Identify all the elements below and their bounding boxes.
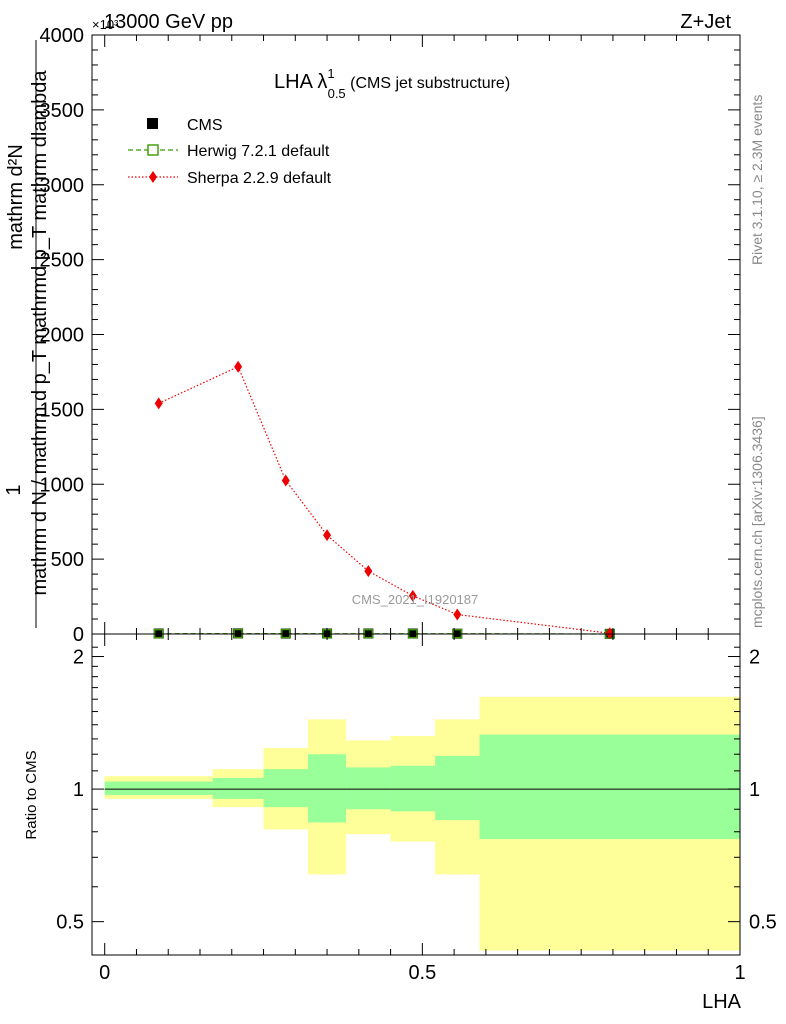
x-tick-label: 1 [734, 962, 745, 984]
ratio-band-inner [104, 781, 213, 795]
plot-title-sub: 0.5 [328, 86, 346, 101]
y-exponent-label: ×10³ [92, 17, 119, 32]
ratio-bands [104, 696, 740, 951]
x-tick-label: 0.5 [408, 962, 436, 984]
x-tick-labels: 0 0.5 1 [99, 962, 745, 984]
legend-cms-label: CMS [187, 117, 223, 134]
main-y-tick-label: 4000 [40, 25, 85, 47]
plot-title: LHA λ1 0.5 (CMS jet substructure) [274, 66, 510, 101]
main-y-tick-label: 1000 [40, 474, 85, 496]
ratio-y-axis-label: Ratio to CMS [23, 750, 40, 839]
main-panel: 0 500 1000 1500 2000 2500 3000 3500 4000 [40, 25, 741, 646]
process-label: 13000 GeV pp [104, 11, 233, 33]
main-y-tick-label: 500 [51, 549, 84, 571]
ratio-y-tick-label: 2 [73, 647, 84, 669]
legend-herwig-label: Herwig 7.2.1 default [187, 143, 330, 160]
ratio-y-tick-label-right: 1 [749, 779, 760, 801]
y-label-prefix: 1 [3, 484, 25, 495]
y-label-denominator: mathrm d N / mathrm d p_T mathrmd p_T ma… [29, 70, 51, 596]
legend-sherpa-marker [149, 171, 157, 183]
cms-data-point [233, 628, 244, 639]
sherpa-point [234, 360, 243, 373]
ratio-panel: 0.5 0.51 12 2 0 0.5 1 [56, 633, 777, 984]
legend-cms-marker [147, 118, 158, 129]
main-y-tick-label: 2500 [40, 250, 85, 272]
ratio-band-inner [435, 755, 480, 821]
sherpa-point [605, 627, 614, 640]
ratio-band-inner [346, 767, 391, 810]
legend-herwig-marker [147, 144, 159, 156]
legend: CMS Herwig 7.2.1 default Sherpa 2.2.9 de… [128, 117, 332, 187]
ratio-band-inner [263, 769, 308, 808]
main-y-axis-label: 1 mathrm d²N mathrm d N / mathrm d p_T m… [3, 40, 51, 628]
ratio-band-inner [308, 754, 347, 823]
ratio-frame [91, 633, 741, 956]
ratio-y-tick-label-right: 2 [749, 647, 760, 669]
sherpa-point [281, 474, 290, 487]
y-label-numerator: mathrm d²N [5, 144, 27, 250]
main-y-tick-label: 0 [73, 624, 84, 646]
ratio-axis-ticks [92, 634, 741, 955]
ratio-y-tick-labels: 0.5 0.5 1 1 2 2 [56, 647, 777, 934]
main-axis-ticks [92, 34, 741, 635]
mcplots-label: mcplots.cern.ch [arXiv:1306.3436] [749, 416, 765, 628]
ratio-band-inner [479, 734, 740, 840]
ratio-y-tick-label: 1 [73, 779, 84, 801]
rivet-label: Rivet 3.1.10, ≥ 2.3M events [749, 95, 765, 265]
sherpa-point [154, 397, 163, 410]
x-tick-label: 0 [99, 962, 110, 984]
sherpa-point [453, 608, 462, 621]
ratio-y-tick-label: 0.5 [56, 912, 84, 934]
main-y-tick-label: 1500 [40, 399, 85, 421]
ratio-band-inner [212, 777, 264, 799]
legend-sherpa-label: Sherpa 2.2.9 default [187, 170, 332, 187]
x-axis-label: LHA [702, 991, 742, 1013]
ratio-y-tick-label-right: 0.5 [749, 912, 777, 934]
plot-title-main: LHA λ [274, 71, 327, 93]
channel-label: Z+Jet [680, 11, 731, 33]
analysis-watermark: CMS_2021_I1920187 [352, 592, 479, 607]
main-y-tick-label: 3500 [40, 100, 85, 122]
sherpa-point [364, 565, 373, 578]
sherpa-point [323, 529, 332, 542]
main-y-tick-label: 2000 [40, 325, 85, 347]
ratio-band-inner [390, 765, 436, 812]
plot-title-suffix: (CMS jet substructure) [346, 75, 510, 92]
sherpa-point [408, 589, 417, 602]
main-y-tick-labels: 0 500 1000 1500 2000 2500 3000 3500 4000 [40, 25, 85, 646]
main-y-tick-label: 3000 [40, 175, 85, 197]
plot-title-sup: 1 [327, 66, 334, 81]
